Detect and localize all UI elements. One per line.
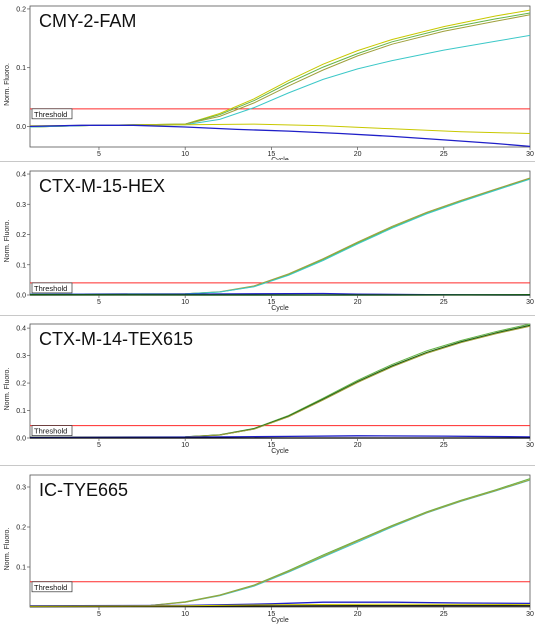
threshold-label-box bbox=[31, 581, 73, 593]
threshold-label: Threshold bbox=[34, 583, 67, 592]
series-line-2 bbox=[29, 479, 531, 607]
x-tick-label: 5 bbox=[97, 299, 101, 306]
x-tick-label: 25 bbox=[440, 299, 448, 306]
chart-title: CMY-2-FAM bbox=[39, 11, 136, 31]
y-tick-label: 0.3 bbox=[16, 202, 26, 209]
plot-area bbox=[29, 170, 531, 296]
x-tick-label: 10 bbox=[181, 151, 189, 158]
chart-ic-tye665: Threshold 5 10 15 20 25 30 0.1 0.2 0.3 Cycle Norm. … bbox=[4, 474, 534, 624]
x-tick-label: 15 bbox=[267, 151, 275, 158]
y-tick-label: 0.1 bbox=[16, 408, 26, 415]
y-tick-label: 0.0 bbox=[16, 293, 26, 300]
x-axis-label: Cycle bbox=[271, 448, 289, 455]
x-tick-label: 30 bbox=[526, 442, 534, 449]
panel-divider bbox=[0, 315, 535, 316]
panel-ctx-m-14-tex615: Threshold 5 10 15 20 25 30 0.0 0.1 0.2 0.3 0.4 Cycle… bbox=[0, 317, 535, 465]
series-line-2 bbox=[29, 178, 531, 295]
x-tick-label: 15 bbox=[267, 611, 275, 618]
chart-ctx-m-15-hex: Threshold 5 10 15 20 25 30 0.0 0.1 0.2 0.3 0.4 Cycle… bbox=[4, 170, 534, 312]
x-tick-label: 15 bbox=[267, 442, 275, 449]
threshold-label-box bbox=[31, 282, 73, 294]
x-tick-label: 25 bbox=[440, 442, 448, 449]
x-tick-label: 10 bbox=[181, 299, 189, 306]
y-tick-label: 0.0 bbox=[16, 436, 26, 443]
y-tick-label: 0.4 bbox=[16, 326, 26, 333]
panel-ctx-m-15-hex: Threshold 5 10 15 20 25 30 0.0 0.1 0.2 0.3 0.4 Cycle… bbox=[0, 163, 535, 315]
chart-title: IC-TYE665 bbox=[39, 480, 128, 500]
y-tick-label: 0.1 bbox=[16, 565, 26, 572]
y-axis-label: Norm. Fluoro. bbox=[4, 220, 11, 263]
panel-ic-tye665: Threshold 5 10 15 20 25 30 0.1 0.2 0.3 Cycle Norm. … bbox=[0, 467, 535, 633]
x-tick-label: 10 bbox=[181, 442, 189, 449]
series-line-5 bbox=[29, 124, 531, 148]
x-tick-label: 25 bbox=[440, 611, 448, 618]
y-tick-label: 0.3 bbox=[16, 353, 26, 360]
chart-title: CTX-M-14-TEX615 bbox=[39, 329, 193, 349]
x-tick-label: 5 bbox=[97, 151, 101, 158]
x-tick-label: 15 bbox=[267, 299, 275, 306]
x-tick-label: 5 bbox=[97, 442, 101, 449]
x-tick-label: 20 bbox=[354, 442, 362, 449]
panel-divider bbox=[0, 465, 535, 466]
x-axis-label: Cycle bbox=[271, 157, 289, 160]
panel-divider bbox=[0, 161, 535, 162]
y-tick-label: 0.1 bbox=[16, 262, 26, 269]
series-line-5 bbox=[29, 603, 531, 607]
chart-cmy-2-fam: Threshold 5 10 15 20 25 30 0.0 0.1 0.2 Cycle Norm. … bbox=[4, 5, 534, 160]
y-tick-label: 0.3 bbox=[16, 485, 26, 492]
y-axis-label: Norm. Fluoro. bbox=[4, 368, 11, 411]
x-tick-label: 20 bbox=[354, 611, 362, 618]
chart-title: CTX-M-15-HEX bbox=[39, 176, 165, 196]
x-tick-label: 30 bbox=[526, 151, 534, 158]
chart-ctx-m-14-tex615: Threshold 5 10 15 20 25 30 0.0 0.1 0.2 0.3 0.4 Cycle… bbox=[4, 323, 534, 455]
y-tick-label: 0.2 bbox=[16, 6, 26, 13]
y-tick-label: 0.2 bbox=[16, 232, 26, 239]
y-tick-label: 0.0 bbox=[16, 124, 26, 131]
y-tick-label: 0.2 bbox=[16, 381, 26, 388]
x-tick-label: 30 bbox=[526, 299, 534, 306]
x-tick-label: 20 bbox=[354, 299, 362, 306]
y-axis-label: Norm. Fluoro. bbox=[4, 63, 11, 106]
plot-area bbox=[29, 5, 531, 148]
threshold-label: Threshold bbox=[34, 427, 67, 436]
threshold-label-box bbox=[31, 425, 73, 436]
threshold-label: Threshold bbox=[34, 110, 67, 119]
plot-area bbox=[29, 474, 531, 608]
y-tick-label: 0.1 bbox=[16, 65, 26, 72]
threshold-label-box bbox=[31, 108, 73, 120]
x-tick-label: 30 bbox=[526, 611, 534, 618]
y-axis-label: Norm. Fluoro. bbox=[4, 528, 11, 571]
x-tick-label: 10 bbox=[181, 611, 189, 618]
x-tick-label: 25 bbox=[440, 151, 448, 158]
x-tick-label: 5 bbox=[97, 611, 101, 618]
x-axis-label: Cycle bbox=[271, 617, 289, 624]
y-tick-label: 0.2 bbox=[16, 525, 26, 532]
series-line-3 bbox=[29, 435, 531, 439]
x-axis-label: Cycle bbox=[271, 305, 289, 312]
series-line-2 bbox=[29, 325, 531, 438]
threshold-label: Threshold bbox=[34, 284, 67, 293]
panel-cmy-2-fam: Threshold 5 10 15 20 25 30 0.0 0.1 0.2 Cycle Norm. … bbox=[0, 0, 535, 160]
x-tick-label: 20 bbox=[354, 151, 362, 158]
y-tick-label: 0.4 bbox=[16, 172, 26, 179]
